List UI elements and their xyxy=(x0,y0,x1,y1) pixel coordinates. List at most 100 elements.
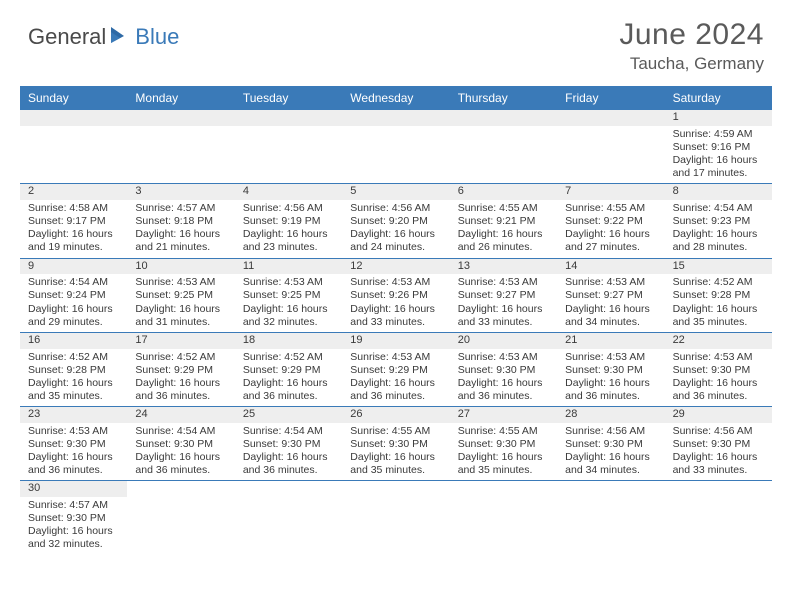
sunrise-text: Sunrise: 4:55 AM xyxy=(350,425,445,438)
sunrise-text: Sunrise: 4:53 AM xyxy=(28,425,123,438)
logo-text-blue: Blue xyxy=(135,24,179,50)
calendar-cell: 27Sunrise: 4:55 AMSunset: 9:30 PMDayligh… xyxy=(450,407,557,480)
cell-body: Sunrise: 4:52 AMSunset: 9:29 PMDaylight:… xyxy=(235,349,342,407)
sunrise-text: Sunrise: 4:54 AM xyxy=(243,425,338,438)
sunset-text: Sunset: 9:30 PM xyxy=(243,438,338,451)
sunrise-text: Sunrise: 4:53 AM xyxy=(458,276,553,289)
day-number: 23 xyxy=(20,407,127,423)
location-label: Taucha, Germany xyxy=(619,54,764,74)
cell-body: Sunrise: 4:52 AMSunset: 9:29 PMDaylight:… xyxy=(127,349,234,407)
sunset-text: Sunset: 9:30 PM xyxy=(458,438,553,451)
sunset-text: Sunset: 9:30 PM xyxy=(565,438,660,451)
daylight-text: Daylight: 16 hours and 28 minutes. xyxy=(673,228,768,254)
calendar-cell xyxy=(665,481,772,554)
day-number: 4 xyxy=(235,184,342,200)
sunrise-text: Sunrise: 4:53 AM xyxy=(673,351,768,364)
daylight-text: Daylight: 16 hours and 36 minutes. xyxy=(458,377,553,403)
empty-strip xyxy=(557,481,664,497)
sunrise-text: Sunrise: 4:52 AM xyxy=(135,351,230,364)
sunrise-text: Sunrise: 4:52 AM xyxy=(673,276,768,289)
day-number: 11 xyxy=(235,259,342,275)
sunset-text: Sunset: 9:30 PM xyxy=(28,438,123,451)
calendar-cell: 7Sunrise: 4:55 AMSunset: 9:22 PMDaylight… xyxy=(557,184,664,257)
day-number: 28 xyxy=(557,407,664,423)
cell-body: Sunrise: 4:57 AMSunset: 9:18 PMDaylight:… xyxy=(127,200,234,258)
daylight-text: Daylight: 16 hours and 17 minutes. xyxy=(673,154,768,180)
day-number: 18 xyxy=(235,333,342,349)
daylight-text: Daylight: 16 hours and 31 minutes. xyxy=(135,303,230,329)
calendar-cell xyxy=(450,481,557,554)
calendar-cell: 1Sunrise: 4:59 AMSunset: 9:16 PMDaylight… xyxy=(665,110,772,183)
logo: General Blue xyxy=(28,24,179,50)
calendar-cell xyxy=(450,110,557,183)
cell-body: Sunrise: 4:54 AMSunset: 9:30 PMDaylight:… xyxy=(235,423,342,481)
daylight-text: Daylight: 16 hours and 21 minutes. xyxy=(135,228,230,254)
daylight-text: Daylight: 16 hours and 36 minutes. xyxy=(243,377,338,403)
cell-body: Sunrise: 4:53 AMSunset: 9:27 PMDaylight:… xyxy=(557,274,664,332)
daylight-text: Daylight: 16 hours and 36 minutes. xyxy=(135,451,230,477)
sunrise-text: Sunrise: 4:53 AM xyxy=(350,276,445,289)
day-number: 21 xyxy=(557,333,664,349)
calendar-cell: 14Sunrise: 4:53 AMSunset: 9:27 PMDayligh… xyxy=(557,259,664,332)
flag-icon xyxy=(110,26,132,49)
sunset-text: Sunset: 9:21 PM xyxy=(458,215,553,228)
cell-body: Sunrise: 4:54 AMSunset: 9:24 PMDaylight:… xyxy=(20,274,127,332)
sunset-text: Sunset: 9:23 PM xyxy=(673,215,768,228)
calendar-cell xyxy=(235,481,342,554)
cell-body: Sunrise: 4:53 AMSunset: 9:30 PMDaylight:… xyxy=(20,423,127,481)
daylight-text: Daylight: 16 hours and 29 minutes. xyxy=(28,303,123,329)
cell-body: Sunrise: 4:56 AMSunset: 9:20 PMDaylight:… xyxy=(342,200,449,258)
calendar-cell xyxy=(342,110,449,183)
day-number: 17 xyxy=(127,333,234,349)
calendar-cell xyxy=(127,481,234,554)
sunrise-text: Sunrise: 4:52 AM xyxy=(243,351,338,364)
cell-body: Sunrise: 4:55 AMSunset: 9:30 PMDaylight:… xyxy=(342,423,449,481)
sunrise-text: Sunrise: 4:53 AM xyxy=(565,351,660,364)
calendar-cell: 13Sunrise: 4:53 AMSunset: 9:27 PMDayligh… xyxy=(450,259,557,332)
sunrise-text: Sunrise: 4:53 AM xyxy=(458,351,553,364)
day-number: 5 xyxy=(342,184,449,200)
cell-body: Sunrise: 4:55 AMSunset: 9:30 PMDaylight:… xyxy=(450,423,557,481)
sunset-text: Sunset: 9:16 PM xyxy=(673,141,768,154)
daylight-text: Daylight: 16 hours and 36 minutes. xyxy=(135,377,230,403)
day-number: 3 xyxy=(127,184,234,200)
calendar-cell xyxy=(342,481,449,554)
sunrise-text: Sunrise: 4:54 AM xyxy=(673,202,768,215)
calendar-cell: 26Sunrise: 4:55 AMSunset: 9:30 PMDayligh… xyxy=(342,407,449,480)
sunset-text: Sunset: 9:30 PM xyxy=(350,438,445,451)
day-number: 6 xyxy=(450,184,557,200)
daylight-text: Daylight: 16 hours and 24 minutes. xyxy=(350,228,445,254)
cell-body: Sunrise: 4:53 AMSunset: 9:30 PMDaylight:… xyxy=(557,349,664,407)
day-number: 25 xyxy=(235,407,342,423)
sunset-text: Sunset: 9:27 PM xyxy=(565,289,660,302)
sunset-text: Sunset: 9:29 PM xyxy=(135,364,230,377)
cell-body: Sunrise: 4:53 AMSunset: 9:27 PMDaylight:… xyxy=(450,274,557,332)
sunrise-text: Sunrise: 4:54 AM xyxy=(135,425,230,438)
empty-strip xyxy=(665,481,772,497)
day-number: 2 xyxy=(20,184,127,200)
day-header: Thursday xyxy=(450,86,557,110)
day-number: 15 xyxy=(665,259,772,275)
week-row: 9Sunrise: 4:54 AMSunset: 9:24 PMDaylight… xyxy=(20,259,772,333)
sunrise-text: Sunrise: 4:53 AM xyxy=(565,276,660,289)
logo-text-general: General xyxy=(28,24,106,50)
daylight-text: Daylight: 16 hours and 35 minutes. xyxy=(458,451,553,477)
daylight-text: Daylight: 16 hours and 32 minutes. xyxy=(243,303,338,329)
calendar-cell: 11Sunrise: 4:53 AMSunset: 9:25 PMDayligh… xyxy=(235,259,342,332)
cell-body: Sunrise: 4:58 AMSunset: 9:17 PMDaylight:… xyxy=(20,200,127,258)
calendar-cell: 2Sunrise: 4:58 AMSunset: 9:17 PMDaylight… xyxy=(20,184,127,257)
week-row: 2Sunrise: 4:58 AMSunset: 9:17 PMDaylight… xyxy=(20,184,772,258)
day-header: Saturday xyxy=(665,86,772,110)
empty-strip xyxy=(450,110,557,126)
empty-strip xyxy=(342,110,449,126)
cell-body: Sunrise: 4:56 AMSunset: 9:30 PMDaylight:… xyxy=(557,423,664,481)
sunset-text: Sunset: 9:28 PM xyxy=(28,364,123,377)
empty-strip xyxy=(235,481,342,497)
daylight-text: Daylight: 16 hours and 36 minutes. xyxy=(673,377,768,403)
day-header: Wednesday xyxy=(342,86,449,110)
sunset-text: Sunset: 9:29 PM xyxy=(243,364,338,377)
sunset-text: Sunset: 9:25 PM xyxy=(243,289,338,302)
sunset-text: Sunset: 9:20 PM xyxy=(350,215,445,228)
daylight-text: Daylight: 16 hours and 36 minutes. xyxy=(28,451,123,477)
day-number: 1 xyxy=(665,110,772,126)
